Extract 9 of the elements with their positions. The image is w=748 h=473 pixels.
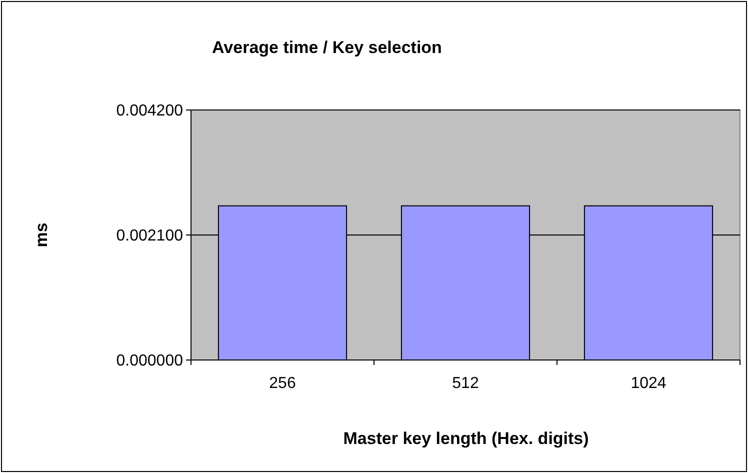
x-tick-label: 512	[452, 375, 479, 392]
x-tick-label: 256	[269, 375, 296, 392]
y-axis-title: ms	[32, 222, 51, 248]
x-tick-label: 1024	[630, 375, 666, 392]
chart-title: Average time / Key selection	[212, 38, 442, 57]
y-tick-label: 0.002100	[116, 228, 184, 245]
y-tick-label: 0.000000	[116, 352, 184, 370]
x-axis-title: Master key length (Hex. digits)	[343, 429, 589, 448]
y-tick-label: 0.004200	[116, 102, 184, 120]
